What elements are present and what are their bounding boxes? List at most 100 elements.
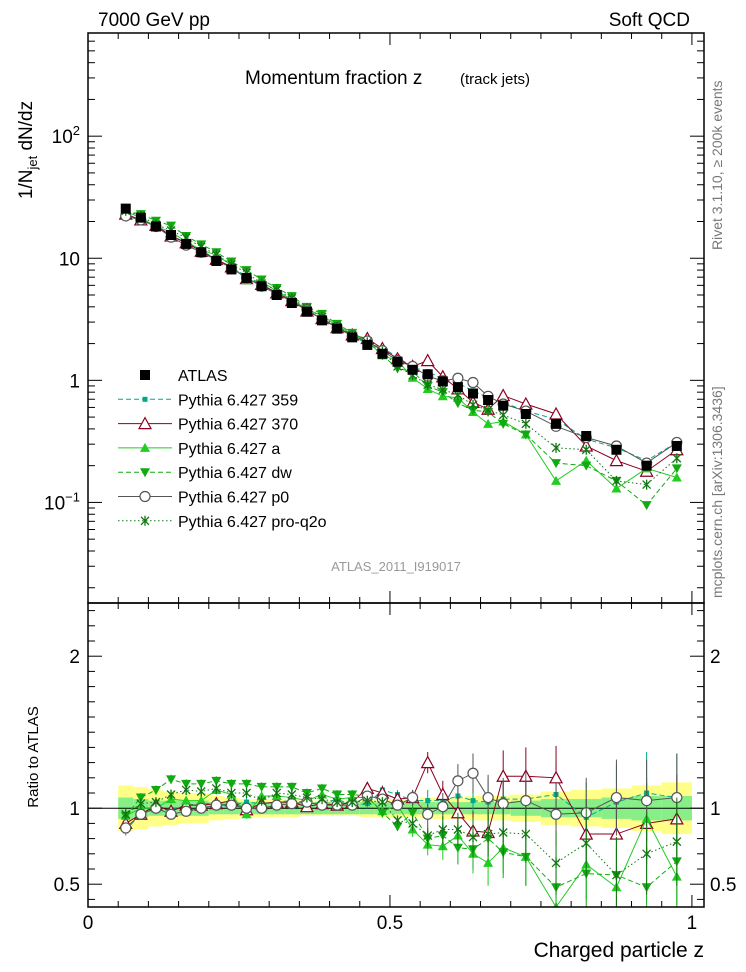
ratio-point-pythia-6-427-370 <box>420 755 435 769</box>
point-pythia-6-427-pro-q2o <box>611 475 621 486</box>
point-atlas <box>332 323 343 334</box>
point-pythia-6-427-pro-q2o <box>423 379 433 390</box>
ratio-point-pythia-6-427-p0 <box>407 791 419 804</box>
point-atlas <box>347 332 358 343</box>
point-atlas <box>520 408 531 419</box>
legend-marker-pythia-6-427-dw <box>140 468 150 478</box>
point-atlas <box>241 272 252 283</box>
ratio-y-tick-label: 0.5 <box>54 875 80 896</box>
point-pythia-6-427-370 <box>420 353 435 367</box>
point-atlas <box>452 382 463 393</box>
legend-marker-pythia-6-427-p0 <box>139 490 151 503</box>
x-axis-label: Charged particle z <box>534 939 704 962</box>
point-pythia-6-427-dw <box>671 464 682 474</box>
point-pythia-6-427-pro-q2o <box>483 405 493 416</box>
point-atlas <box>641 460 652 471</box>
ratio-point-pythia-6-427-p0 <box>210 799 222 811</box>
upper-panel: 10−1 1 10 102 <box>44 32 705 615</box>
ratio-point-pythia-6-427-pro-q2o <box>181 784 191 795</box>
ratio-point-pythia-6-427-p0 <box>240 802 253 814</box>
header-left: 7000 GeV pp <box>98 10 210 31</box>
ratio-y-tick-label: 1 <box>69 799 80 820</box>
point-pythia-6-427-pro-q2o <box>498 410 508 421</box>
ratio-point-pythia-6-427-p0 <box>550 808 562 820</box>
point-atlas <box>211 255 222 266</box>
legend-item-pythia-6-427-dw: Pythia 6.427 dw <box>118 465 292 482</box>
ratio-point-pythia-6-427-pro-q2o <box>121 809 131 820</box>
rivet-label: Rivet 3.1.10, ≥ 200k events <box>709 80 725 250</box>
point-atlas <box>551 418 562 429</box>
legend-label-pythia-6-427-370: Pythia 6.427 370 <box>178 417 298 434</box>
lower-panel: 0 0.5 10.5 0.51 12 2 <box>54 591 736 934</box>
plot-subtitle: (track jets) <box>460 71 530 88</box>
line-pythia-6-427-pro-q2o <box>125 210 678 486</box>
ratio-point-pythia-6-427-a <box>483 857 494 867</box>
ratio-point-pythia-6-427-pro-q2o <box>257 795 267 806</box>
point-pythia-6-427-p0 <box>452 372 464 384</box>
point-pythia-6-427-dw <box>452 399 463 409</box>
point-atlas <box>317 315 328 326</box>
ratio-point-pythia-6-427-p0 <box>422 808 434 820</box>
ratio-point-pythia-6-427-dw <box>332 790 343 800</box>
ratio-point-pythia-6-427-pro-q2o <box>242 788 251 798</box>
point-atlas <box>362 339 373 350</box>
ratio-point-pythia-6-427-pro-q2o <box>642 848 652 859</box>
legend-item-pythia-6-427-370: Pythia 6.427 370 <box>118 416 298 434</box>
ratio-point-pythia-6-427-pro-q2o <box>551 857 561 868</box>
x-tick-label: 0 <box>83 913 94 934</box>
upper-y-label: 1/Njet dN/dz <box>16 101 40 199</box>
ratio-point-pythia-6-427-dw <box>317 784 328 794</box>
upper-y-label-text: 1/Njet dN/dz <box>16 101 40 199</box>
ratio-point-pythia-6-427-p0 <box>437 801 449 813</box>
legend-label-pythia-6-427-359: Pythia 6.427 359 <box>178 392 298 409</box>
point-pythia-6-427-pro-q2o <box>521 418 531 429</box>
lower-series <box>118 745 684 907</box>
ratio-point-pythia-6-427-p0 <box>120 822 132 834</box>
ratio-point-pythia-6-427-p0 <box>482 791 494 804</box>
y-tick-label: 102 <box>52 123 80 148</box>
legend-label-pythia-6-427-p0: Pythia 6.427 p0 <box>178 490 289 507</box>
ratio-point-pythia-6-427-pro-q2o <box>151 797 161 808</box>
point-pythia-6-427-pro-q2o <box>468 399 478 410</box>
point-atlas <box>483 395 494 406</box>
ratio-point-pythia-6-427-pro-q2o <box>287 789 297 800</box>
point-atlas <box>301 306 312 317</box>
ratio-y-tick-label: 2 <box>69 647 80 668</box>
legend-item-pythia-6-427-p0: Pythia 6.427 p0 <box>118 490 289 507</box>
point-atlas <box>226 264 237 275</box>
point-pythia-6-427-370 <box>549 406 564 420</box>
ratio-point-pythia-6-427-dw <box>392 822 403 832</box>
ratio-line-pythia-6-427-a <box>125 789 678 907</box>
legend-marker-pythia-6-427-359 <box>142 396 148 402</box>
ratio-point-pythia-6-427-359 <box>244 799 250 805</box>
legend: ATLAS Pythia 6.427 359 Pythia 6.427 370 Pyt… <box>118 368 327 531</box>
point-pythia-6-427-a <box>611 483 622 493</box>
point-atlas <box>377 348 388 359</box>
ratio-point-pythia-6-427-dw <box>196 779 207 789</box>
line-pythia-6-427-dw <box>125 210 678 506</box>
point-atlas <box>407 364 418 375</box>
lower-frame <box>87 602 705 908</box>
point-atlas <box>256 281 267 292</box>
point-atlas <box>196 247 207 258</box>
ratio-point-pythia-6-427-p0 <box>225 799 238 811</box>
y-tick-label: 10−1 <box>44 489 80 514</box>
ratio-y-tick-label-right: 1 <box>710 799 721 820</box>
ratio-point-pythia-6-427-pro-q2o <box>377 797 387 808</box>
point-atlas <box>135 212 146 223</box>
legend-label-atlas: ATLAS <box>178 368 228 385</box>
point-atlas <box>437 376 448 387</box>
legend-label-pythia-6-427-a: Pythia 6.427 a <box>178 441 280 458</box>
ratio-point-pythia-6-427-359 <box>470 798 476 804</box>
ratio-point-pythia-6-427-p0 <box>467 767 479 779</box>
ratio-point-pythia-6-427-p0 <box>135 808 147 820</box>
ratio-point-pythia-6-427-pro-q2o <box>211 783 221 794</box>
ratio-point-pythia-6-427-pro-q2o <box>423 830 433 841</box>
ratio-point-pythia-6-427-pro-q2o <box>438 824 448 835</box>
ratio-point-pythia-6-427-p0 <box>271 799 283 811</box>
ratio-point-pythia-6-427-pro-q2o <box>672 836 682 847</box>
ratio-point-pythia-6-427-p0 <box>520 794 532 807</box>
point-atlas <box>422 369 433 380</box>
ratio-point-pythia-6-427-pro-q2o <box>468 832 478 843</box>
point-atlas <box>581 430 592 441</box>
